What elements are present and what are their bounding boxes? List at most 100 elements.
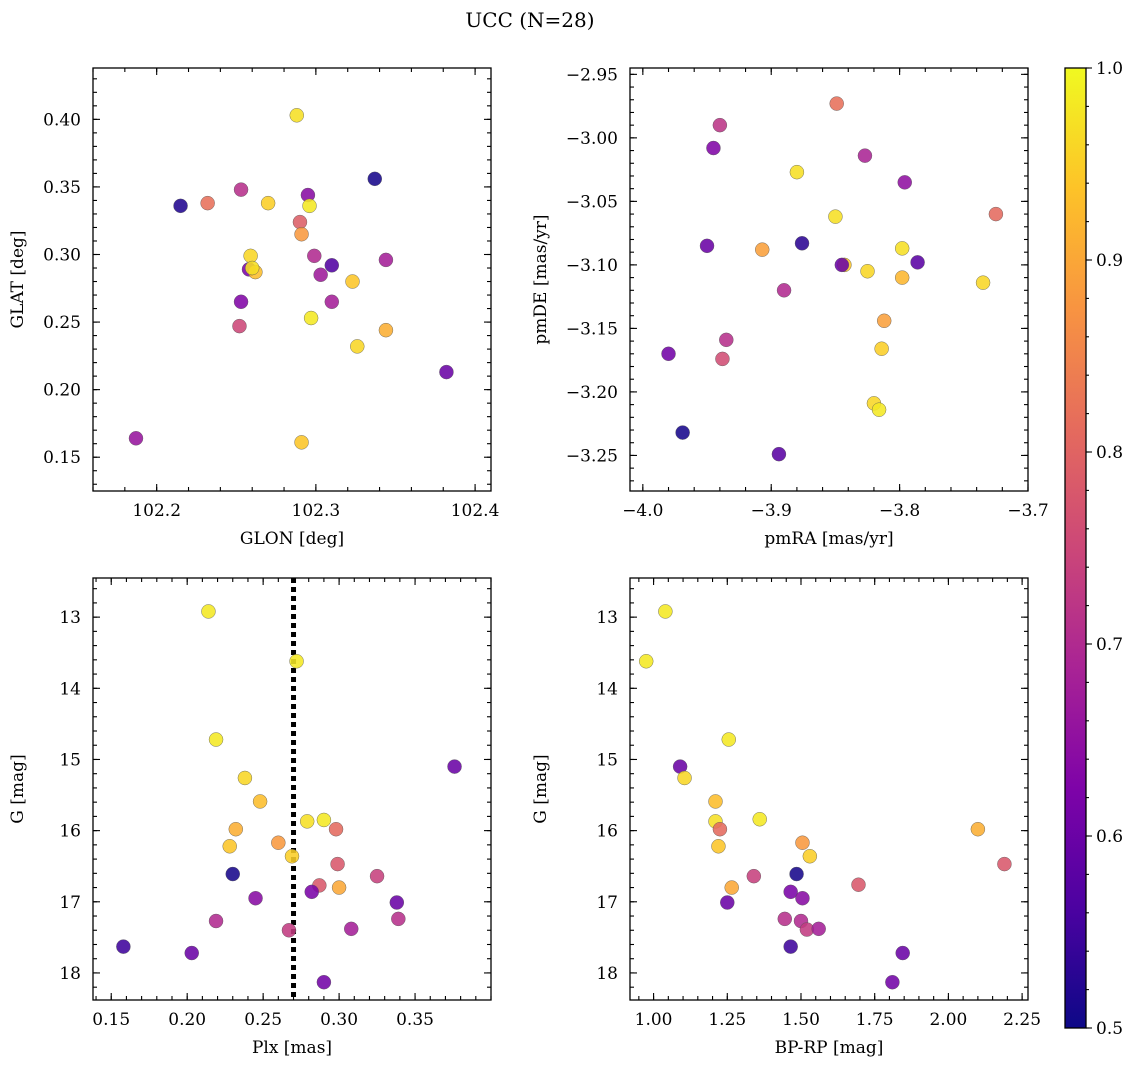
scatter-point xyxy=(289,108,304,123)
y-tick-label: 16 xyxy=(59,822,81,842)
ticks xyxy=(92,68,491,491)
scatter-point xyxy=(706,140,721,156)
plot-frame xyxy=(629,577,1029,1001)
x-tick-label: 2.00 xyxy=(929,1010,967,1030)
scatter-point xyxy=(874,341,889,356)
y-tick-label: 0.25 xyxy=(43,313,81,333)
scatter-point xyxy=(658,604,673,619)
y-tick-label: 0.15 xyxy=(43,448,81,468)
y-tick-label: 13 xyxy=(59,608,81,628)
scatter-point xyxy=(661,346,676,362)
colorbar-gradient xyxy=(1065,68,1086,1028)
scatter-point xyxy=(284,849,300,864)
scatter-point xyxy=(794,236,810,251)
scatter-point xyxy=(711,839,726,854)
scatter-point xyxy=(344,921,359,937)
scatter-point xyxy=(675,425,690,440)
scatter-point xyxy=(721,732,736,747)
x-tick-label: 0.25 xyxy=(244,1010,282,1030)
plot-frame xyxy=(92,67,492,492)
x-tick-label: 102.3 xyxy=(292,501,341,521)
scatter-point xyxy=(313,267,328,282)
x-tick-label: −3.9 xyxy=(751,501,792,521)
y-tick-label: 17 xyxy=(59,893,81,913)
scatter-point xyxy=(316,975,332,990)
scatter-point xyxy=(910,255,925,270)
x-tick-label: 0.30 xyxy=(320,1010,358,1030)
scatter-point xyxy=(988,206,1004,222)
scatter-point xyxy=(439,364,454,380)
scatter-point xyxy=(128,431,144,446)
colorbar-tick-label: 0.7 xyxy=(1096,635,1123,655)
scatter-point xyxy=(116,939,131,954)
colorbar-tick-label: 0.5 xyxy=(1096,1019,1123,1039)
scatter-point xyxy=(895,945,910,961)
scatter-point xyxy=(975,275,991,290)
scatter-point xyxy=(724,880,739,895)
scatter-point xyxy=(997,856,1012,872)
figure-title: UCC (N=28) xyxy=(465,8,594,32)
x-tick-label: 2.25 xyxy=(1003,1010,1041,1030)
scatter-point xyxy=(345,274,360,289)
scatter-point xyxy=(252,794,268,809)
scatter-point xyxy=(232,318,247,334)
x-axis-label: pmRA [mas/yr] xyxy=(764,529,893,549)
scatter-point xyxy=(173,198,188,214)
plot-frame xyxy=(629,67,1029,492)
scatter-point xyxy=(857,148,873,163)
scatter-point xyxy=(391,911,406,927)
y-tick-label: 15 xyxy=(596,750,618,770)
colorbar-tick-label: 0.6 xyxy=(1096,827,1123,847)
scatter-point xyxy=(795,835,810,850)
scatter-point xyxy=(324,294,339,309)
scatter-point xyxy=(292,214,308,230)
scatter-point xyxy=(447,759,462,774)
scatter-point xyxy=(802,849,818,864)
scatter-point xyxy=(201,604,216,619)
x-tick-label: 1.25 xyxy=(708,1010,746,1030)
y-tick-label: 16 xyxy=(596,822,618,842)
scatter-point xyxy=(237,770,253,786)
x-tick-label: 0.20 xyxy=(168,1010,206,1030)
scatter-point xyxy=(208,732,224,747)
scatter-point xyxy=(248,891,263,906)
y-tick-label: 14 xyxy=(59,679,81,699)
y-tick-label: −3.05 xyxy=(566,192,618,212)
scatter-point xyxy=(677,770,692,786)
scatter-point xyxy=(795,891,810,906)
colorbar-tick-label: 1.0 xyxy=(1096,59,1123,79)
y-tick-label: 17 xyxy=(596,893,618,913)
scatter-point xyxy=(811,921,826,937)
colorbar: 0.5 0.6 0.7 0.8 0.9 1.0 xyxy=(1064,59,1123,1039)
scatter-point xyxy=(719,332,734,348)
scatter-point xyxy=(324,258,339,273)
y-tick-label: 18 xyxy=(596,964,618,984)
scatter-point xyxy=(281,923,297,938)
scatter-point xyxy=(260,195,276,211)
y-axis-label: pmDE [mas/yr] xyxy=(531,214,551,344)
scatter-point xyxy=(712,117,728,133)
scatter-point xyxy=(752,812,767,827)
scatter-point xyxy=(330,856,345,872)
x-tick-label: 0.15 xyxy=(92,1010,130,1030)
y-axis-label: G [mag] xyxy=(531,754,551,823)
scatter-point xyxy=(894,270,910,285)
panel-top-right: −4.0 −3.9 −3.8 −3.7 −3.25 −3.20 −3.15 −3.10 −3.0… xyxy=(531,65,1049,549)
scatter-point xyxy=(225,866,240,882)
scatter-point xyxy=(639,654,654,669)
x-tick-label: −3.7 xyxy=(1007,501,1048,521)
scatter-point xyxy=(771,446,787,462)
colorbar-tick-label: 0.8 xyxy=(1096,443,1123,463)
plot-frame xyxy=(92,577,492,1001)
panel-top-left: 102.2 102.3 102.4 0.15 0.20 0.25 0.30 0.35 0.40 G… xyxy=(8,67,499,549)
panel-bottom-right: 1.00 1.25 1.50 1.75 2.00 2.25 13 14 15 16 17 18 BP-R… xyxy=(531,577,1041,1058)
x-tick-label: 0.35 xyxy=(396,1010,434,1030)
scatter-point xyxy=(894,241,910,256)
x-tick-label: 1.00 xyxy=(635,1010,673,1030)
y-tick-label: 0.35 xyxy=(43,178,81,198)
scatter-point xyxy=(828,209,843,224)
panel-bottom-left: 0.15 0.20 0.25 0.30 0.35 13 14 15 16 17 18 Plx [mas… xyxy=(8,577,492,1058)
scatter-point xyxy=(233,294,249,309)
scatter-point xyxy=(294,435,309,450)
